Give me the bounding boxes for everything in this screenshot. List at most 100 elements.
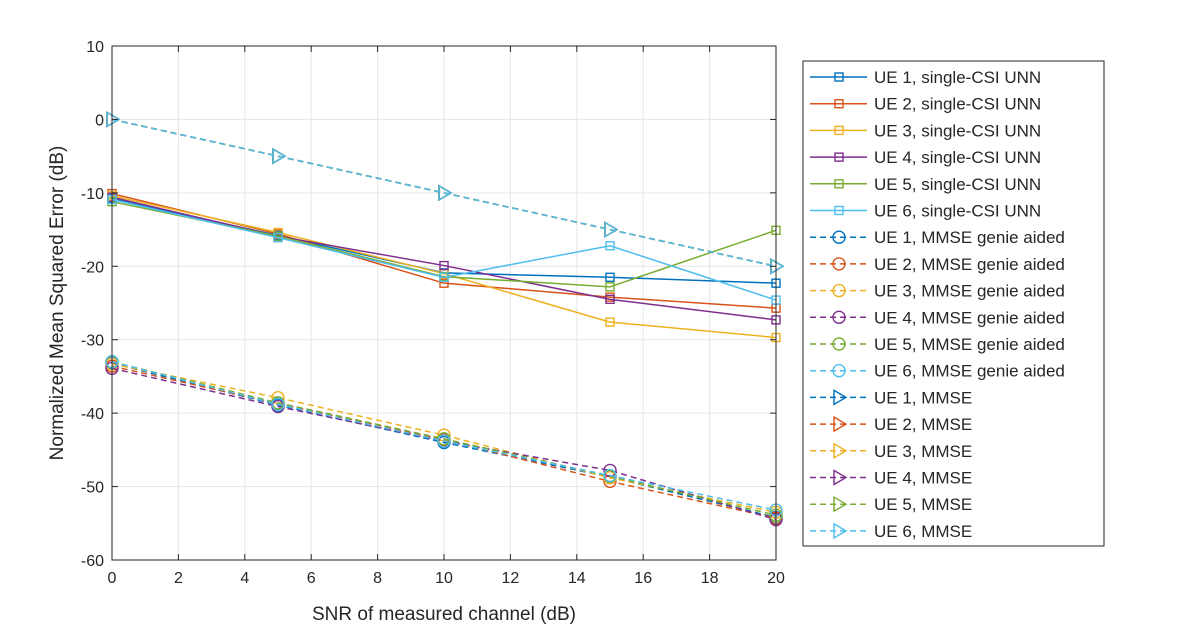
x-tick-label: 8 bbox=[373, 570, 382, 587]
legend-marker bbox=[834, 125, 844, 136]
x-tick-label: 0 bbox=[108, 570, 117, 587]
series-line bbox=[111, 361, 777, 516]
legend-marker bbox=[832, 310, 846, 324]
x-tick-label: 10 bbox=[435, 570, 453, 587]
data-point bbox=[439, 260, 449, 271]
legend-marker bbox=[832, 257, 846, 271]
x-axis-label: SNR of measured channel (dB) bbox=[312, 604, 576, 625]
legend-label: UE 2, MMSE genie aided bbox=[874, 255, 1065, 274]
legend-item: UE 1, MMSE genie aided bbox=[810, 228, 1065, 247]
legend-box bbox=[802, 60, 1105, 547]
series-layer bbox=[105, 111, 785, 527]
legend-marker bbox=[833, 469, 848, 486]
legend-marker bbox=[833, 415, 848, 433]
data-point bbox=[605, 272, 615, 282]
legend-item: UE 2, MMSE genie aided bbox=[810, 255, 1065, 274]
axis-ticks: 0 2 4 6 8 10 12 14 16 18 20 10 0 -10 -20 -30 -40 -50 -60 bbox=[81, 39, 785, 587]
legend-marker bbox=[832, 230, 846, 244]
legend-label: UE 1, MMSE genie aided bbox=[874, 228, 1065, 247]
x-tick-label: 4 bbox=[240, 570, 249, 587]
legend-label: UE 4, MMSE genie aided bbox=[874, 308, 1065, 327]
data-point bbox=[439, 272, 449, 282]
x-tick-label: 16 bbox=[634, 570, 652, 587]
data-point bbox=[605, 241, 615, 251]
series-line bbox=[111, 196, 777, 321]
data-point bbox=[604, 221, 619, 238]
legend-label: UE 3, MMSE bbox=[874, 442, 972, 461]
legend-marker bbox=[832, 283, 846, 298]
legend-label: UE 3, single-CSI UNN bbox=[874, 121, 1041, 140]
legend-label: UE 1, MMSE bbox=[874, 388, 972, 407]
legend-item: UE 1, MMSE bbox=[810, 388, 972, 407]
data-point bbox=[605, 317, 615, 327]
legend-item: UE 5, MMSE genie aided bbox=[810, 335, 1065, 354]
data-point bbox=[437, 434, 451, 448]
data-point bbox=[272, 147, 287, 165]
legend-marker bbox=[833, 522, 848, 540]
legend-marker bbox=[834, 152, 844, 162]
legend-item: UE 6, single-CSI UNN bbox=[810, 202, 1041, 221]
legend-marker bbox=[833, 389, 848, 406]
legend-label: UE 5, MMSE genie aided bbox=[874, 335, 1065, 354]
y-tick-label: 10 bbox=[86, 39, 104, 56]
y-tick-label: -10 bbox=[81, 186, 104, 203]
legend-item: UE 6, MMSE bbox=[810, 522, 972, 541]
legend-marker bbox=[833, 442, 848, 460]
series-line bbox=[111, 361, 777, 511]
legend-marker bbox=[834, 205, 844, 216]
series-line bbox=[111, 363, 777, 514]
legend-label: UE 1, single-CSI UNN bbox=[874, 68, 1041, 87]
y-tick-label: -50 bbox=[81, 480, 104, 497]
legend-label: UE 5, single-CSI UNN bbox=[874, 175, 1041, 194]
legend-label: UE 4, MMSE bbox=[874, 469, 972, 488]
legend-label: UE 2, MMSE bbox=[874, 415, 972, 434]
legend-item: UE 3, MMSE genie aided bbox=[810, 282, 1065, 301]
y-axis-label: Normalized Mean Squared Error (dB) bbox=[47, 146, 68, 461]
series-ue-6-mmse bbox=[106, 111, 785, 275]
legend-label: UE 3, MMSE genie aided bbox=[874, 282, 1065, 301]
y-tick-label: -40 bbox=[81, 406, 104, 423]
legend-item: UE 1, single-CSI UNN bbox=[810, 68, 1041, 87]
legend-label: UE 5, MMSE bbox=[874, 495, 972, 514]
x-tick-label: 12 bbox=[502, 570, 520, 587]
x-tick-label: 14 bbox=[568, 570, 586, 587]
legend-marker bbox=[834, 98, 844, 109]
series-line bbox=[111, 367, 777, 521]
legend-marker bbox=[832, 337, 846, 351]
y-tick-label: 0 bbox=[95, 112, 104, 129]
legend-label: UE 6, MMSE genie aided bbox=[874, 362, 1065, 381]
legend-marker bbox=[833, 495, 848, 513]
data-point bbox=[106, 111, 121, 128]
legend-item: UE 4, MMSE genie aided bbox=[810, 308, 1065, 327]
x-tick-label: 18 bbox=[701, 570, 719, 587]
data-point bbox=[603, 468, 617, 483]
y-tick-label: -20 bbox=[81, 259, 104, 276]
legend-label: UE 2, single-CSI UNN bbox=[874, 95, 1041, 114]
legend-marker bbox=[834, 179, 844, 189]
y-tick-label: -30 bbox=[81, 333, 104, 350]
series-line bbox=[111, 198, 777, 301]
legend-item: UE 5, MMSE bbox=[810, 495, 972, 514]
data-point bbox=[438, 184, 453, 202]
series-line bbox=[111, 118, 777, 268]
legend-item: UE 2, MMSE bbox=[810, 415, 972, 434]
legend-item: UE 4, single-CSI UNN bbox=[810, 148, 1041, 167]
x-tick-label: 20 bbox=[767, 570, 785, 587]
legend: UE 1, single-CSI UNN UE 2, single-CSI UNN… bbox=[802, 60, 1105, 547]
data-point bbox=[605, 282, 615, 292]
y-tick-label: -60 bbox=[81, 553, 104, 570]
data-point bbox=[439, 278, 449, 288]
legend-item: UE 3, single-CSI UNN bbox=[810, 121, 1041, 140]
legend-label: UE 6, single-CSI UNN bbox=[874, 202, 1041, 221]
data-point bbox=[271, 397, 285, 412]
legend-label: UE 4, single-CSI UNN bbox=[874, 148, 1041, 167]
legend-marker bbox=[832, 364, 846, 378]
legend-item: UE 2, single-CSI UNN bbox=[810, 95, 1041, 114]
legend-item: UE 3, MMSE bbox=[810, 442, 972, 461]
series-ue-6-single-csi-unn bbox=[107, 194, 781, 305]
data-point bbox=[273, 232, 283, 243]
legend-item: UE 6, MMSE genie aided bbox=[810, 362, 1065, 381]
x-tick-label: 6 bbox=[307, 570, 316, 587]
legend-item: UE 4, MMSE bbox=[810, 469, 972, 488]
